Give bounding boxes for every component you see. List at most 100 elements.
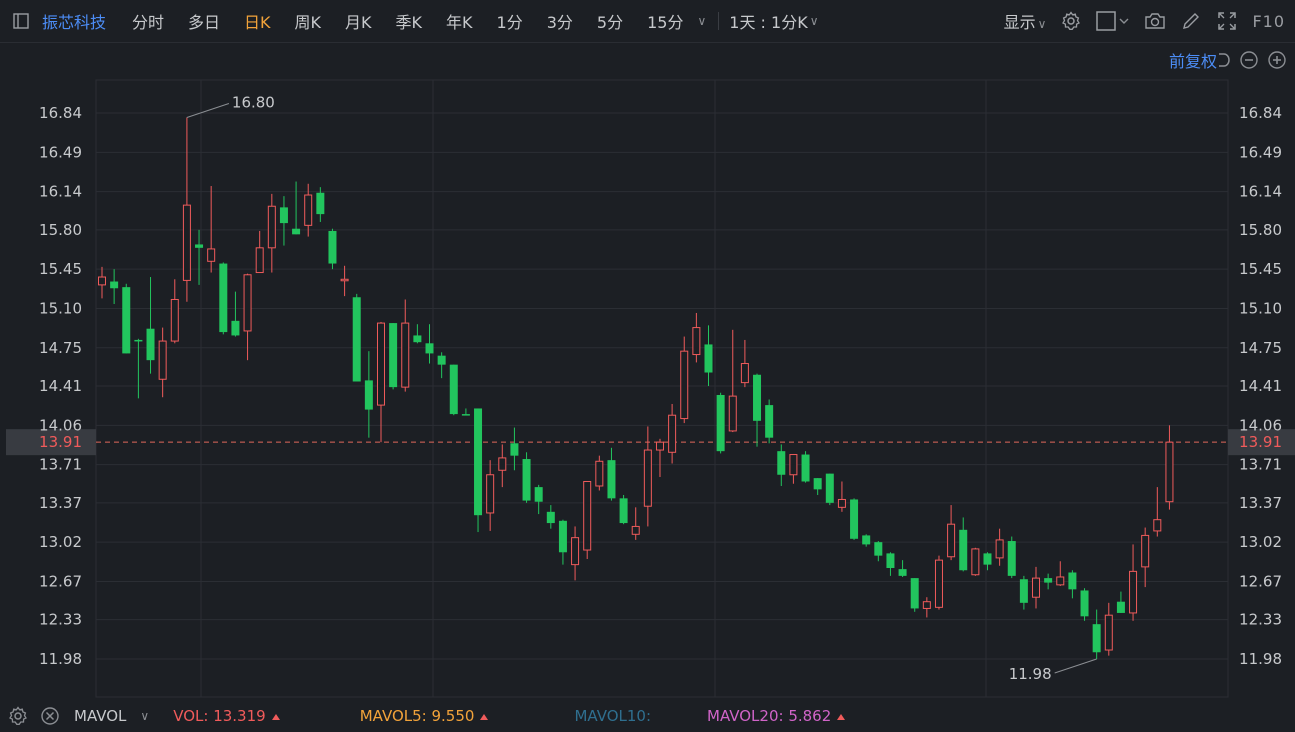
candle[interactable] bbox=[1019, 575, 1028, 610]
candle[interactable] bbox=[534, 484, 543, 515]
candle[interactable] bbox=[995, 528, 1004, 566]
f10-button[interactable]: F10 bbox=[1252, 11, 1285, 31]
candle[interactable] bbox=[595, 455, 604, 491]
candle[interactable] bbox=[837, 481, 846, 512]
settings-gear-icon[interactable] bbox=[1060, 10, 1082, 32]
chevron-down-icon[interactable]: ∨ bbox=[140, 709, 150, 723]
candle[interactable] bbox=[170, 279, 179, 344]
undo-icon[interactable] bbox=[1211, 50, 1231, 70]
candle[interactable] bbox=[668, 403, 677, 464]
candle[interactable] bbox=[910, 578, 919, 612]
tab-5min[interactable]: 5分 bbox=[596, 13, 624, 32]
candle[interactable] bbox=[340, 265, 349, 297]
tab-yearly-k[interactable]: 年K bbox=[446, 13, 473, 32]
candle[interactable] bbox=[753, 373, 762, 447]
candle[interactable] bbox=[922, 597, 931, 618]
candle[interactable] bbox=[231, 291, 240, 337]
candle[interactable] bbox=[728, 329, 737, 433]
candle[interactable] bbox=[898, 560, 907, 577]
candle[interactable] bbox=[316, 187, 325, 222]
candle[interactable] bbox=[825, 473, 834, 506]
candle[interactable] bbox=[619, 494, 628, 525]
candle[interactable] bbox=[1104, 602, 1113, 656]
candle[interactable] bbox=[886, 552, 895, 576]
candle[interactable] bbox=[692, 312, 701, 363]
candle[interactable] bbox=[571, 526, 580, 581]
candle[interactable] bbox=[777, 444, 786, 486]
candle[interactable] bbox=[631, 507, 640, 540]
candle[interactable] bbox=[934, 555, 943, 610]
tab-15min[interactable]: 15分 bbox=[647, 13, 684, 32]
fullscreen-icon[interactable] bbox=[1216, 10, 1238, 32]
candle[interactable] bbox=[425, 324, 434, 364]
pencil-icon[interactable] bbox=[1180, 10, 1202, 32]
candle[interactable] bbox=[122, 283, 131, 354]
candle[interactable] bbox=[740, 339, 749, 388]
candle[interactable] bbox=[1116, 591, 1125, 613]
candle[interactable] bbox=[207, 186, 216, 273]
chevron-down-icon[interactable]: ∨ bbox=[697, 14, 707, 28]
candle[interactable] bbox=[267, 193, 276, 273]
candle[interactable] bbox=[498, 444, 507, 488]
candle[interactable] bbox=[304, 183, 313, 237]
candle[interactable] bbox=[959, 517, 968, 572]
candle[interactable] bbox=[486, 460, 495, 531]
candle[interactable] bbox=[643, 426, 652, 527]
tab-monthly-k[interactable]: 月K bbox=[345, 13, 372, 32]
candle[interactable] bbox=[983, 552, 992, 571]
indicator-settings-icon[interactable] bbox=[8, 706, 28, 726]
candle[interactable] bbox=[1080, 588, 1089, 621]
display-menu[interactable]: 显示 ∨ bbox=[1004, 9, 1047, 33]
zoom-in-icon[interactable] bbox=[1267, 50, 1287, 70]
candle[interactable] bbox=[364, 351, 373, 438]
candle[interactable] bbox=[1092, 609, 1101, 659]
candle[interactable] bbox=[765, 399, 774, 444]
candle[interactable] bbox=[401, 299, 410, 392]
candle[interactable] bbox=[352, 293, 361, 382]
candles[interactable] bbox=[98, 117, 1174, 659]
candle[interactable] bbox=[1129, 544, 1138, 621]
candle[interactable] bbox=[874, 541, 883, 562]
candle[interactable] bbox=[328, 228, 337, 270]
tab-multiday[interactable]: 多日 bbox=[188, 13, 221, 32]
stock-name[interactable]: 振芯科技 bbox=[42, 13, 107, 32]
candle[interactable] bbox=[195, 229, 204, 285]
indicator-name[interactable]: MAVOL bbox=[74, 707, 127, 725]
candle[interactable] bbox=[546, 505, 555, 529]
candle[interactable] bbox=[110, 269, 119, 304]
candle[interactable] bbox=[461, 408, 470, 416]
candle[interactable] bbox=[801, 451, 810, 483]
candle[interactable] bbox=[1044, 573, 1053, 590]
candle[interactable] bbox=[437, 352, 446, 379]
tab-daily-k[interactable]: 日K bbox=[244, 13, 271, 32]
candle[interactable] bbox=[813, 478, 822, 495]
candle[interactable] bbox=[1165, 425, 1174, 510]
candle[interactable] bbox=[182, 117, 191, 302]
candle[interactable] bbox=[243, 273, 252, 361]
candle[interactable] bbox=[716, 392, 725, 454]
candle[interactable] bbox=[558, 519, 567, 565]
tab-fenshi[interactable]: 分时 bbox=[132, 13, 165, 32]
candle[interactable] bbox=[134, 338, 143, 399]
candle[interactable] bbox=[583, 480, 592, 560]
candle[interactable] bbox=[947, 505, 956, 561]
candle[interactable] bbox=[474, 408, 483, 533]
tab-quarterly-k[interactable]: 季K bbox=[395, 13, 423, 32]
candle[interactable] bbox=[607, 447, 616, 501]
candle[interactable] bbox=[789, 454, 798, 484]
zoom-out-icon[interactable] bbox=[1239, 50, 1259, 70]
candle[interactable] bbox=[862, 534, 871, 547]
candle[interactable] bbox=[413, 324, 422, 344]
tab-3min[interactable]: 3分 bbox=[546, 13, 573, 32]
candle[interactable] bbox=[98, 266, 106, 299]
candle[interactable] bbox=[1068, 570, 1077, 599]
tab-1min[interactable]: 1分 bbox=[496, 13, 523, 32]
candle[interactable] bbox=[1007, 536, 1016, 579]
candle[interactable] bbox=[146, 277, 155, 374]
candle[interactable] bbox=[1032, 566, 1041, 609]
candle[interactable] bbox=[680, 336, 689, 424]
candle[interactable] bbox=[971, 547, 980, 576]
range-select[interactable]: 1天 : 1分K bbox=[729, 13, 808, 32]
candle[interactable] bbox=[376, 321, 385, 443]
